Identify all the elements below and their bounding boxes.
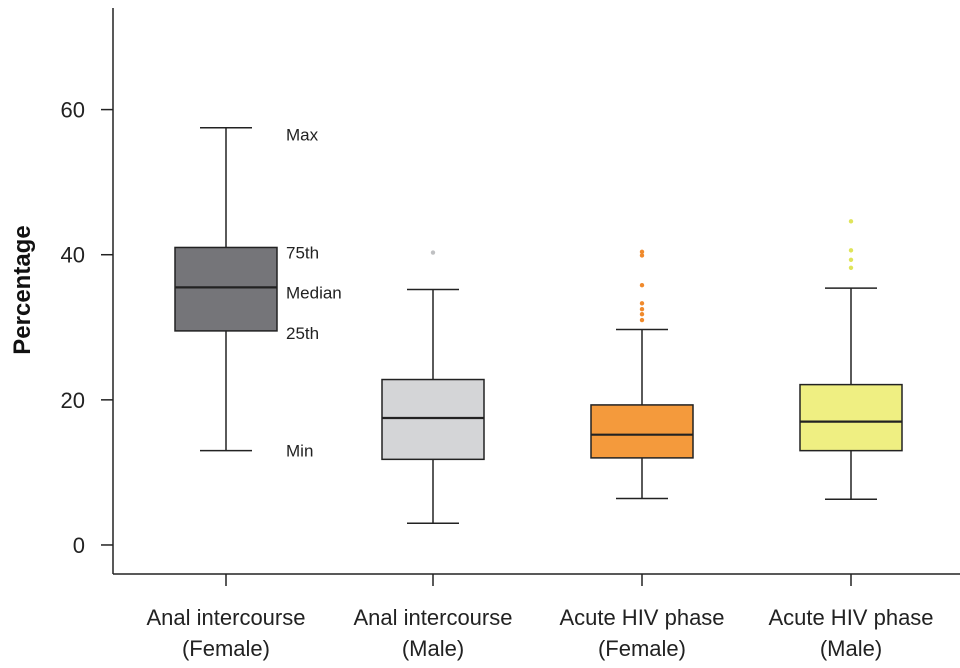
outlier-point <box>848 248 854 253</box>
outlier-point <box>639 282 645 288</box>
iqr-box <box>799 383 903 452</box>
outlier-point <box>848 219 854 224</box>
outlier-point <box>848 265 854 270</box>
boxes <box>174 126 903 524</box>
x-tick-label: Anal intercourse <box>147 605 306 630</box>
x-tick-label: Anal intercourse <box>354 605 513 630</box>
box-group <box>799 219 903 501</box>
y-axis-label: Percentage <box>9 225 36 354</box>
y-tick-label: 20 <box>61 388 85 413</box>
x-tick-label-line2: (Male) <box>820 636 882 661</box>
box-group <box>381 250 485 524</box>
x-tick-label-line2: (Female) <box>182 636 270 661</box>
outlier-point <box>639 249 645 255</box>
outlier-point <box>430 250 436 255</box>
y-tick-label: 0 <box>73 533 85 558</box>
outlier-point <box>639 301 645 306</box>
annotation-q1: 25th <box>286 324 319 343</box>
outlier-point <box>639 312 645 317</box>
annotation-median: Median <box>286 283 342 302</box>
box-group <box>590 249 694 500</box>
iqr-box <box>381 378 485 461</box>
box-annotations: Max 75th Median 25th Min <box>286 126 342 461</box>
outlier-point <box>639 317 645 323</box>
outlier-point <box>639 306 645 312</box>
outlier-point <box>639 253 645 258</box>
x-tick-label-line2: (Female) <box>598 636 686 661</box>
x-tick-label: Acute HIV phase <box>768 605 933 630</box>
outlier-point <box>848 257 854 262</box>
axes: 0 20 40 60 Anal intercourse (Female) Anal inte… <box>61 8 960 661</box>
annotation-max: Max <box>286 126 319 145</box>
y-tick-label: 60 <box>61 98 85 123</box>
x-tick-label: Acute HIV phase <box>559 605 724 630</box>
annotation-min: Min <box>286 442 313 461</box>
annotation-q3: 75th <box>286 243 319 262</box>
x-tick-label-line2: (Male) <box>402 636 464 661</box>
y-tick-label: 40 <box>61 243 85 268</box>
box-group <box>174 126 278 452</box>
iqr-box <box>590 404 694 459</box>
iqr-box <box>174 246 278 332</box>
